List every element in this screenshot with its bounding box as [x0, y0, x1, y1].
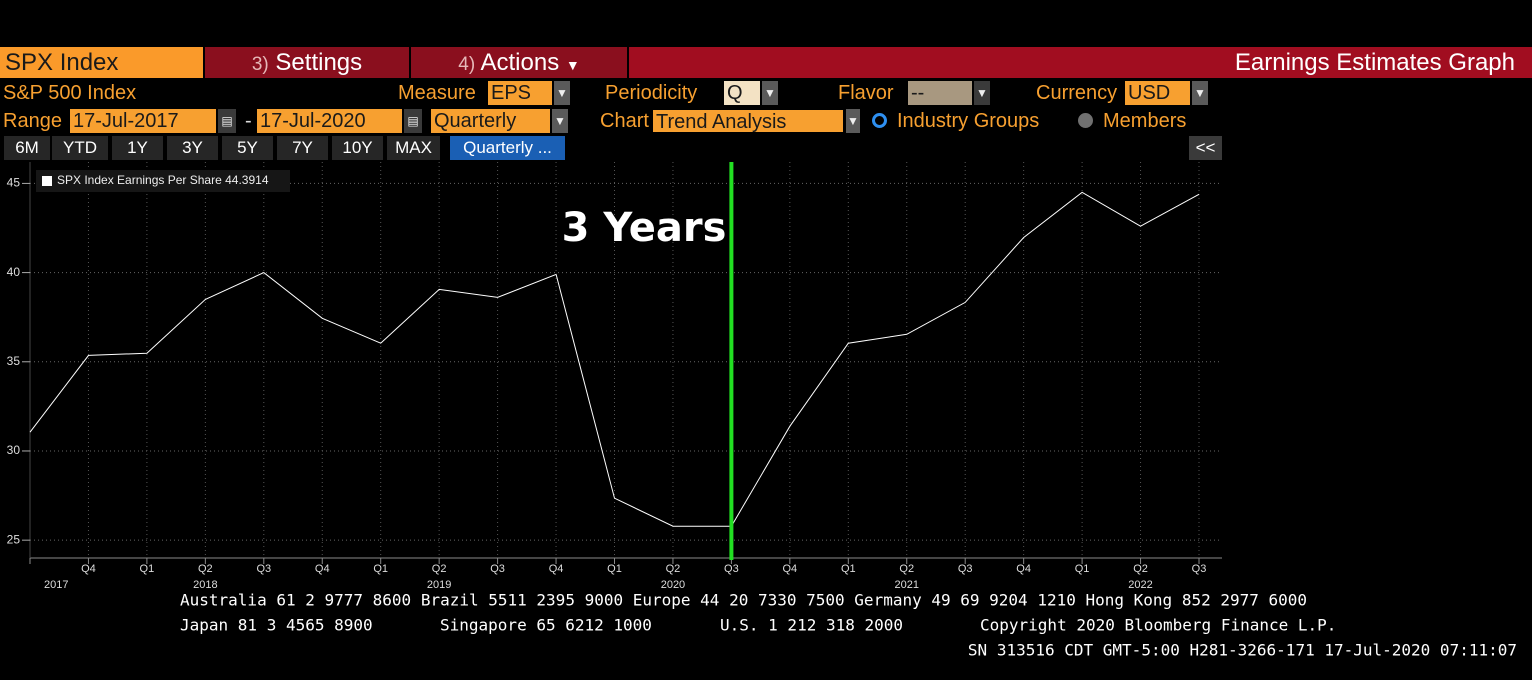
- chart-field[interactable]: Trend Analysis: [652, 109, 844, 133]
- x-tick-label: Q4: [549, 563, 564, 575]
- period-button[interactable]: 7Y: [277, 136, 328, 160]
- end-date[interactable]: 17-Jul-2020: [257, 109, 402, 133]
- y-tick-label: 25: [7, 532, 21, 546]
- chart-label: Chart: [600, 110, 649, 132]
- legend-box: [36, 170, 290, 192]
- collapse-button[interactable]: <<: [1189, 136, 1222, 160]
- footer-phone: U.S. 1 212 318 2000: [720, 616, 903, 635]
- period-button[interactable]: YTD: [52, 136, 108, 160]
- dropdown-arrow[interactable]: ▼: [974, 81, 990, 105]
- dropdown-icon: ▼: [565, 57, 580, 73]
- dropdown-arrow[interactable]: ▼: [552, 109, 568, 133]
- legend-value: 44.3914: [225, 173, 269, 187]
- menu-label: Actions: [480, 49, 560, 76]
- security-name: S&P 500 Index: [3, 82, 137, 104]
- footer-phones: Australia 61 2 9777 8600 Brazil 5511 239…: [180, 591, 1307, 610]
- y-tick-label: 40: [7, 265, 21, 279]
- calendar-icon[interactable]: ▤: [404, 109, 422, 133]
- footer-phone: Singapore 65 6212 1000: [440, 616, 652, 635]
- year-label: 2021: [895, 579, 919, 591]
- x-tick-label: Q1: [140, 563, 155, 575]
- calendar-icon[interactable]: ▤: [218, 109, 236, 133]
- x-tick-label: Q4: [783, 563, 798, 575]
- option-label: Members: [1103, 110, 1187, 132]
- measure-field[interactable]: EPS: [488, 81, 552, 105]
- x-tick-label: Q4: [315, 563, 330, 575]
- x-tick-label: Q1: [373, 563, 388, 575]
- x-tick-label: Q1: [1075, 563, 1090, 575]
- range-separator: -: [245, 110, 252, 132]
- option-label: Industry Groups: [897, 110, 1040, 132]
- x-tick-label: Q3: [256, 563, 271, 575]
- x-tick-label: Q2: [432, 563, 447, 575]
- y-tick-label: 30: [7, 443, 21, 457]
- legend-swatch: [42, 176, 52, 186]
- x-tick-label: Q3: [958, 563, 973, 575]
- year-label: 2020: [661, 579, 685, 591]
- x-tick-label: Q2: [198, 563, 213, 575]
- dropdown-arrow[interactable]: ▼: [762, 81, 778, 105]
- period-button[interactable]: 1Y: [112, 136, 163, 160]
- period-button[interactable]: 6M: [4, 136, 50, 160]
- marker-label: 3 Years: [562, 205, 727, 251]
- menu-number: 3): [251, 54, 269, 75]
- menu-number: 4): [458, 54, 476, 75]
- security-box[interactable]: SPX Index: [0, 47, 203, 78]
- frequency-field[interactable]: Quarterly: [431, 109, 550, 133]
- periodicity-field[interactable]: Q: [724, 81, 760, 105]
- settings-menu[interactable]: 3) Settings: [205, 47, 409, 78]
- y-tick-label: 35: [7, 354, 21, 368]
- x-tick-label: Q1: [841, 563, 856, 575]
- period-button[interactable]: 10Y: [332, 136, 383, 160]
- period-button[interactable]: 3Y: [167, 136, 218, 160]
- footer-session: SN 313516 CDT GMT-5:00 H281-3266-171 17-…: [968, 641, 1517, 660]
- flavor-label: Flavor: [838, 82, 894, 104]
- currency-label: Currency: [1036, 82, 1118, 104]
- x-tick-label: Q2: [1133, 563, 1148, 575]
- footer-phone: Japan 81 3 4565 8900: [180, 616, 373, 635]
- dropdown-arrow[interactable]: ▼: [554, 81, 570, 105]
- year-label: 2019: [427, 579, 451, 591]
- measure-label: Measure: [398, 82, 476, 104]
- start-date[interactable]: 17-Jul-2017: [70, 109, 216, 133]
- x-tick-label: Q1: [607, 563, 622, 575]
- x-tick-label: Q3: [724, 563, 739, 575]
- flavor-field[interactable]: --: [908, 81, 972, 105]
- radio-button[interactable]: [872, 113, 887, 128]
- active-period[interactable]: Quarterly ...: [450, 136, 565, 160]
- footer-copyright: Copyright 2020 Bloomberg Finance L.P.: [980, 616, 1336, 635]
- actions-menu[interactable]: 4) Actions ▼: [411, 47, 627, 78]
- dropdown-arrow[interactable]: ▼: [1192, 81, 1208, 105]
- dropdown-arrow[interactable]: ▼: [846, 109, 860, 133]
- x-tick-label: Q2: [666, 563, 681, 575]
- radio-button[interactable]: [1078, 113, 1093, 128]
- x-tick-label: Q2: [899, 563, 914, 575]
- year-label: 2017: [44, 579, 68, 591]
- function-title: Earnings Estimates Graph: [629, 47, 1532, 78]
- data-line: [29, 191, 1200, 527]
- x-tick-label: Q4: [1016, 563, 1031, 575]
- legend-text: SPX Index Earnings Per Share 44.3914: [57, 173, 269, 187]
- x-tick-label: Q3: [1192, 563, 1207, 575]
- currency-field[interactable]: USD: [1125, 81, 1190, 105]
- x-tick-label: Q4: [81, 563, 96, 575]
- y-tick-label: 45: [7, 176, 21, 190]
- menu-label: Settings: [275, 49, 363, 76]
- year-label: 2018: [193, 579, 217, 591]
- period-button[interactable]: 5Y: [222, 136, 273, 160]
- period-button[interactable]: MAX: [387, 136, 440, 160]
- range-label: Range: [3, 110, 62, 132]
- periodicity-label: Periodicity: [605, 82, 698, 104]
- x-tick-label: Q3: [490, 563, 505, 575]
- legend-name: SPX Index Earnings Per Share: [57, 173, 222, 187]
- year-label: 2022: [1128, 579, 1152, 591]
